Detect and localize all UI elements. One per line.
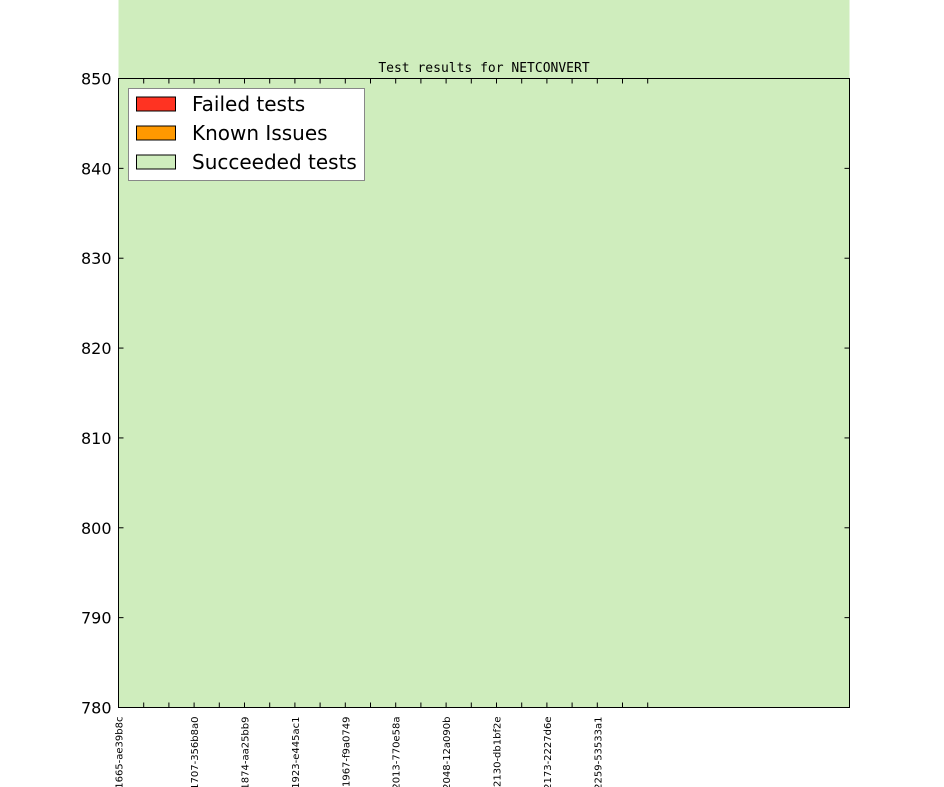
- x-tick-label: 2013-770e58a: [392, 717, 403, 787]
- legend: Failed tests Known Issues Succeeded tests: [128, 88, 365, 181]
- x-tick-label: 1874-aa25bb9: [241, 717, 252, 787]
- x-tick-label: 2048-12a090b: [442, 717, 453, 787]
- legend-swatch: [136, 154, 176, 170]
- y-tick-label: 800: [81, 519, 112, 538]
- plot-frame: [118, 78, 850, 708]
- x-tick-label: 2130-db1bf2e: [493, 717, 504, 787]
- y-tick-label: 830: [81, 249, 112, 268]
- legend-label: Known Issues: [192, 121, 328, 145]
- y-tick-label: 790: [81, 609, 112, 628]
- y-tick-label: 850: [81, 70, 112, 89]
- legend-swatch: [136, 96, 176, 112]
- x-tick-label: 1923-e445ac1: [291, 717, 302, 787]
- legend-label: Failed tests: [192, 92, 305, 116]
- chart-title: Test results for NETCONVERT: [378, 61, 589, 76]
- x-axis: 1665-ae39b8c 1707-356b8a0 1874-aa25bb9 1923…: [115, 78, 649, 787]
- legend-swatch: [136, 125, 176, 141]
- y-tick-label: 820: [81, 339, 112, 358]
- y-tick-label: 810: [81, 429, 112, 448]
- legend-label: Succeeded tests: [192, 150, 357, 174]
- y-tick-label: 780: [81, 699, 112, 718]
- y-axis: 780 790 800 810 820 830 840 850: [81, 70, 850, 718]
- x-tick-label: 1665-ae39b8c: [115, 717, 126, 787]
- x-tick-label: 1967-f9a0749: [341, 717, 352, 787]
- y-tick-label: 840: [81, 159, 112, 178]
- x-tick-label: 2259-53533a1: [593, 717, 604, 787]
- x-tick-label: 1707-356b8a0: [190, 717, 201, 787]
- x-tick-label: 2173-2227d6e: [543, 717, 554, 787]
